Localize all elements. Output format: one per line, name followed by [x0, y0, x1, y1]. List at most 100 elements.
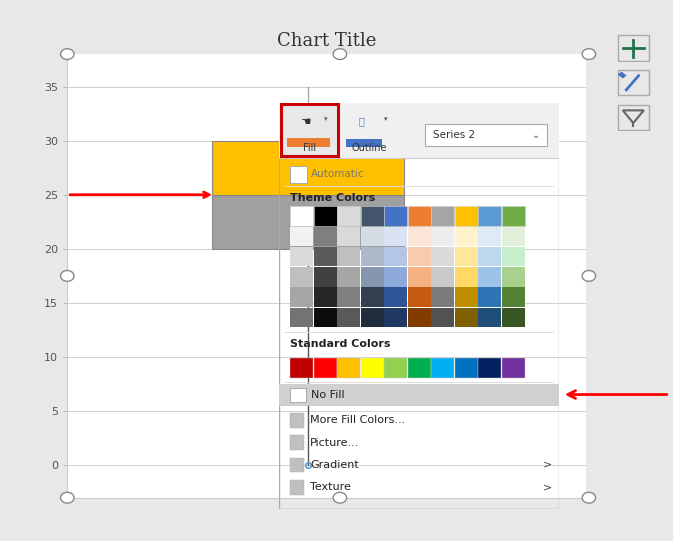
Bar	[314, 267, 336, 287]
Text: ⌄: ⌄	[532, 130, 540, 140]
Bar	[431, 358, 454, 378]
Bar	[337, 247, 360, 266]
Bar	[408, 267, 431, 287]
Text: ▾: ▾	[324, 116, 327, 122]
Bar	[337, 267, 360, 287]
Bar	[314, 247, 336, 266]
Bar	[455, 287, 478, 307]
Bar	[361, 247, 384, 266]
Bar	[287, 138, 330, 147]
Bar	[291, 308, 314, 327]
Bar	[291, 413, 304, 427]
Bar	[314, 206, 336, 226]
Bar	[425, 124, 547, 146]
Bar	[431, 287, 454, 307]
Bar	[361, 287, 384, 307]
Bar	[478, 308, 501, 327]
Text: Standard Colors: Standard Colors	[291, 339, 391, 349]
Bar	[384, 206, 407, 226]
FancyBboxPatch shape	[281, 104, 338, 156]
Bar	[431, 247, 454, 266]
Bar	[361, 308, 384, 327]
Bar	[291, 480, 304, 494]
Bar	[213, 141, 404, 195]
Bar	[361, 358, 384, 378]
Bar	[431, 267, 454, 287]
Bar	[337, 308, 360, 327]
Bar	[478, 247, 501, 266]
Bar	[291, 227, 314, 246]
Bar	[291, 436, 304, 450]
Bar	[455, 227, 478, 246]
Text: Outline: Outline	[351, 143, 387, 153]
Bar	[478, 267, 501, 287]
Bar	[501, 247, 524, 266]
Bar	[455, 206, 478, 226]
Bar	[501, 308, 524, 327]
Bar	[291, 458, 304, 472]
Bar	[478, 206, 501, 226]
Bar	[314, 227, 336, 246]
Bar	[384, 358, 407, 378]
Bar	[501, 206, 524, 226]
Text: More Fill Colors...: More Fill Colors...	[310, 415, 405, 425]
Text: Texture: Texture	[310, 482, 351, 492]
Bar	[361, 227, 384, 246]
Bar	[501, 267, 524, 287]
Text: Series 2: Series 2	[433, 130, 475, 140]
Bar	[431, 206, 454, 226]
Bar	[408, 206, 431, 226]
Bar	[618, 71, 627, 78]
Bar	[455, 267, 478, 287]
Bar	[314, 358, 336, 378]
Bar	[291, 267, 314, 287]
Bar	[279, 384, 559, 405]
Bar	[213, 195, 404, 249]
Text: ☚: ☚	[299, 115, 310, 128]
Bar	[361, 267, 384, 287]
Bar	[478, 227, 501, 246]
Bar	[291, 247, 314, 266]
Bar	[291, 206, 314, 226]
Bar	[291, 358, 314, 378]
Text: Gradient: Gradient	[310, 460, 359, 470]
Bar	[384, 308, 407, 327]
Bar	[361, 206, 384, 226]
Text: Automatic: Automatic	[312, 169, 365, 179]
Bar	[431, 227, 454, 246]
Bar	[455, 358, 478, 378]
Title: Chart Title: Chart Title	[277, 32, 376, 50]
Text: ▾: ▾	[384, 116, 388, 122]
Bar	[431, 308, 454, 327]
Text: Fill: Fill	[303, 143, 316, 153]
Bar	[384, 267, 407, 287]
Bar	[455, 308, 478, 327]
Bar	[337, 206, 360, 226]
Bar	[279, 103, 559, 157]
Bar	[478, 358, 501, 378]
Bar	[291, 167, 307, 183]
Bar	[408, 358, 431, 378]
Text: Picture...: Picture...	[310, 438, 359, 447]
Bar	[337, 358, 360, 378]
Bar	[384, 227, 407, 246]
Bar	[408, 308, 431, 327]
Bar	[314, 287, 336, 307]
Bar	[291, 287, 314, 307]
Bar	[501, 227, 524, 246]
Bar	[337, 287, 360, 307]
Bar	[291, 387, 306, 402]
Text: >: >	[543, 482, 552, 492]
Bar	[478, 287, 501, 307]
Text: 🖊: 🖊	[358, 116, 364, 126]
Bar	[384, 247, 407, 266]
Bar	[384, 287, 407, 307]
Text: No Fill: No Fill	[312, 390, 345, 399]
Bar	[501, 287, 524, 307]
Text: >: >	[543, 460, 552, 470]
Bar	[408, 227, 431, 246]
Bar	[501, 358, 524, 378]
Bar	[314, 308, 336, 327]
Bar	[455, 247, 478, 266]
Bar	[337, 227, 360, 246]
